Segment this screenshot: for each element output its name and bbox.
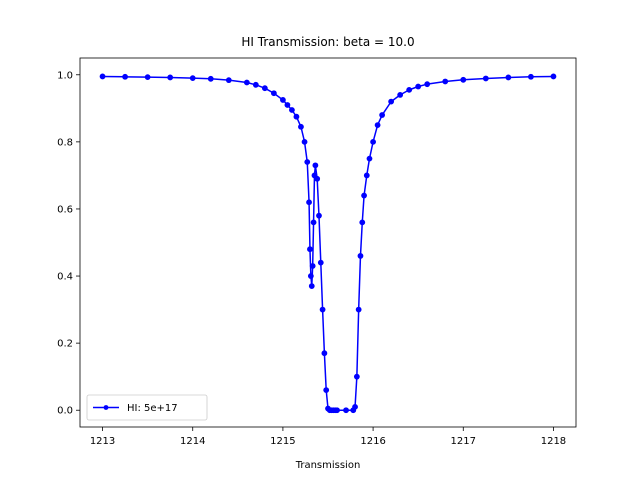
data-point bbox=[308, 283, 315, 290]
data-point bbox=[334, 407, 340, 414]
data-point bbox=[355, 306, 362, 313]
data-point bbox=[304, 159, 311, 165]
chart-title: HI Transmission: beta = 10.0 bbox=[241, 35, 414, 49]
data-point bbox=[243, 79, 250, 86]
x-tick-label: 1215 bbox=[270, 436, 295, 447]
data-point bbox=[482, 75, 489, 82]
data-point bbox=[442, 78, 449, 85]
x-tick-label: 1214 bbox=[180, 436, 205, 447]
data-point bbox=[406, 86, 413, 93]
plot-area bbox=[79, 57, 577, 428]
data-point bbox=[189, 75, 196, 82]
plot-frame bbox=[79, 57, 577, 428]
data-point bbox=[280, 97, 286, 103]
data-point bbox=[307, 246, 313, 253]
data-point bbox=[289, 107, 295, 113]
data-point bbox=[284, 102, 291, 108]
data-point bbox=[361, 192, 367, 199]
data-point bbox=[144, 74, 151, 81]
data-point bbox=[122, 73, 128, 80]
data-point bbox=[307, 273, 314, 279]
data-point bbox=[366, 155, 373, 162]
x-tick-label: 1216 bbox=[360, 436, 385, 447]
x-tick-label: 1213 bbox=[90, 436, 115, 447]
data-point bbox=[316, 212, 322, 219]
data-point bbox=[415, 83, 422, 90]
y-tick-label: 0.8 bbox=[57, 137, 73, 148]
data-point bbox=[353, 373, 360, 380]
data-point bbox=[424, 81, 431, 88]
data-point bbox=[293, 113, 300, 120]
series-line bbox=[102, 75, 554, 411]
data-point bbox=[460, 76, 467, 83]
data-point bbox=[397, 92, 404, 98]
x-axis-label: Transmission bbox=[295, 460, 361, 471]
legend-label: HI: 5e+17 bbox=[127, 403, 178, 414]
data-point bbox=[352, 403, 358, 410]
data-point bbox=[99, 73, 106, 80]
data-point bbox=[225, 77, 232, 84]
y-tick-label: 0.0 bbox=[57, 406, 73, 417]
y-tick-label: 0.4 bbox=[57, 272, 73, 283]
data-point bbox=[312, 162, 319, 169]
x-axis: 1213 1214 1215 1216 1217 1218 bbox=[90, 427, 566, 447]
data-point bbox=[321, 350, 328, 357]
legend-marker bbox=[103, 405, 109, 410]
data-point bbox=[261, 85, 268, 92]
legend-box bbox=[86, 394, 208, 421]
data-point bbox=[306, 199, 312, 206]
data-point bbox=[317, 259, 324, 266]
data-point bbox=[314, 175, 321, 182]
data-point bbox=[298, 123, 304, 130]
y-tick-label: 0.2 bbox=[57, 339, 73, 350]
data-point bbox=[207, 75, 214, 82]
data-point bbox=[357, 253, 364, 259]
data-point bbox=[323, 387, 330, 394]
data-point bbox=[528, 73, 534, 80]
y-tick-label: 0.6 bbox=[57, 204, 73, 215]
x-tick-label: 1218 bbox=[541, 436, 566, 447]
data-point bbox=[343, 407, 349, 414]
data-point bbox=[301, 138, 308, 145]
x-tick-label: 1217 bbox=[451, 436, 476, 447]
data-point bbox=[505, 74, 512, 81]
y-axis: 0.0 0.2 0.4 0.6 0.8 1.0 bbox=[57, 70, 80, 417]
data-point bbox=[374, 122, 381, 128]
data-point bbox=[309, 263, 316, 269]
data-point bbox=[310, 219, 317, 226]
y-tick-label: 1.0 bbox=[57, 70, 73, 81]
data-point bbox=[388, 98, 395, 105]
data-point bbox=[167, 74, 174, 81]
data-point bbox=[370, 138, 376, 145]
data-point bbox=[379, 112, 386, 118]
data-point bbox=[270, 90, 277, 97]
data-point bbox=[252, 81, 259, 88]
data-point bbox=[319, 306, 326, 313]
legend: HI: 5e+17 bbox=[86, 394, 208, 421]
data-point bbox=[550, 73, 557, 80]
data-point bbox=[363, 172, 370, 179]
data-point bbox=[359, 219, 366, 226]
